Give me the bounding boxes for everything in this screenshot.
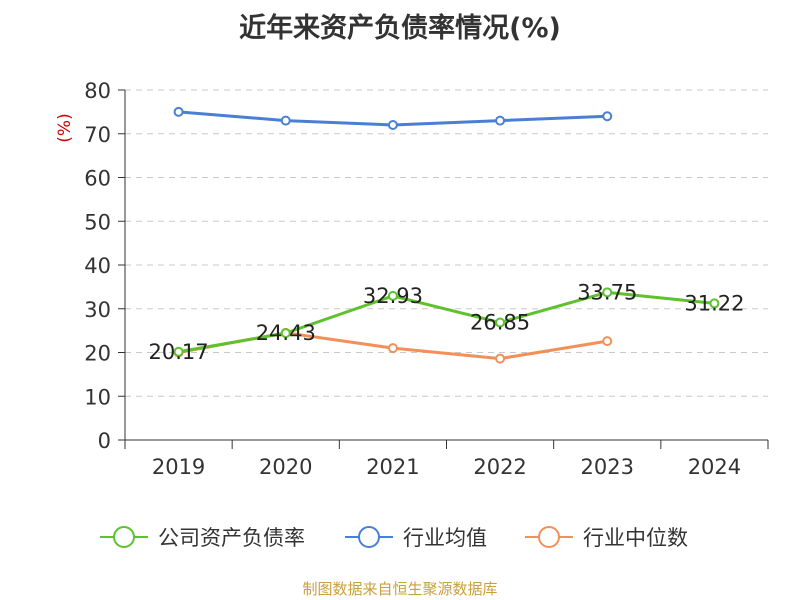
data-label: 33.75	[577, 280, 637, 304]
data-point	[280, 115, 291, 126]
y-tick-label: 20	[84, 342, 111, 366]
y-tick-label: 40	[84, 254, 111, 278]
x-tick-label: 2021	[366, 455, 419, 479]
legend-marker	[358, 526, 380, 548]
source-note: 制图数据来自恒生聚源数据库	[302, 580, 498, 598]
data-point	[495, 317, 506, 328]
data-label: 32.93	[363, 284, 423, 308]
legend-marker	[113, 526, 135, 548]
chart-title: 近年来资产负债率情况(%)	[239, 13, 561, 44]
data-point	[602, 111, 613, 122]
data-point	[173, 106, 184, 117]
legend-marker	[538, 526, 560, 548]
series-line	[178, 290, 715, 354]
data-point	[495, 115, 506, 126]
legend-label: 公司资产负债率	[158, 526, 305, 550]
data-label: 26.85	[470, 311, 530, 335]
y-tick-label: 0	[98, 429, 111, 453]
data-point	[173, 346, 184, 357]
x-tick-label: 2023	[581, 455, 634, 479]
data-point	[387, 120, 398, 130]
y-tick-label: 80	[84, 79, 111, 103]
y-tick-label: 70	[84, 123, 111, 147]
y-tick-label: 30	[84, 298, 111, 322]
x-tick-label: 2022	[473, 455, 526, 479]
data-point	[602, 287, 613, 298]
data-point	[387, 290, 398, 301]
data-point	[602, 336, 613, 347]
x-tick-label: 2020	[259, 455, 312, 479]
x-tick-label: 2019	[152, 455, 205, 479]
y-tick-label: 60	[84, 167, 111, 191]
x-tick-label: 2024	[688, 455, 741, 479]
y-tick-label: 50	[84, 210, 111, 234]
data-label: 31.22	[684, 291, 744, 315]
y-axis-label: (%)	[55, 113, 75, 142]
y-tick-label: 10	[84, 385, 111, 409]
data-label: 24.43	[256, 321, 316, 345]
data-label: 20.17	[149, 340, 209, 364]
data-point	[709, 298, 720, 309]
legend-label: 行业均值	[403, 526, 487, 550]
data-point	[280, 328, 291, 339]
data-point	[495, 353, 506, 364]
data-point	[387, 343, 398, 354]
legend-label: 行业中位数	[583, 526, 688, 550]
